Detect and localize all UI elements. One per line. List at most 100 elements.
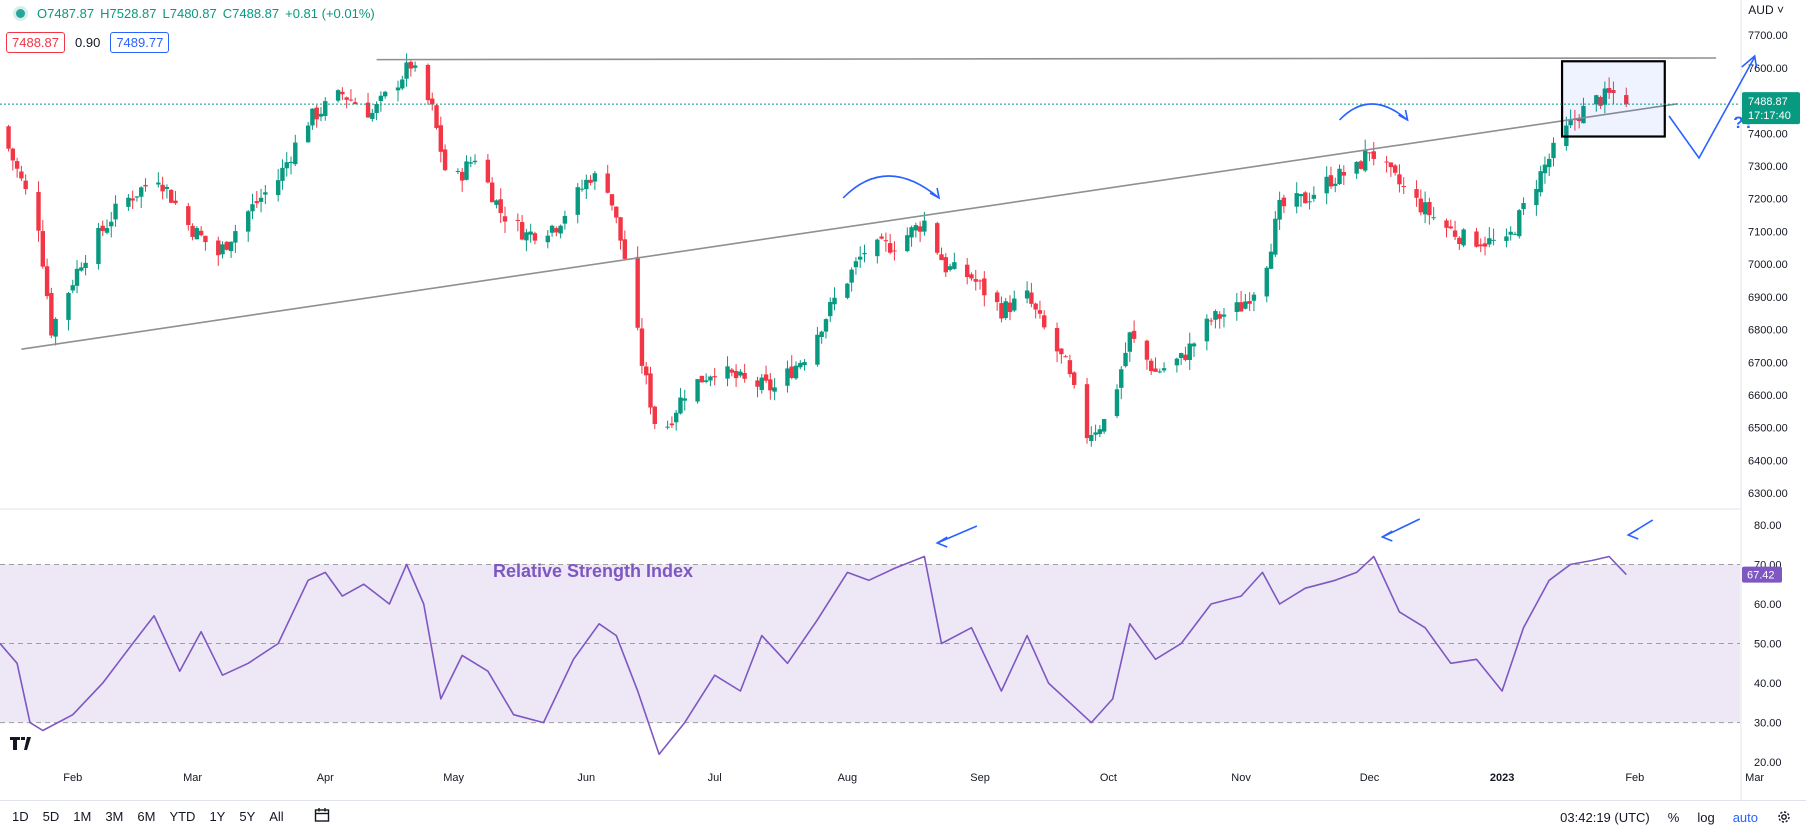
candle-body [1007,302,1013,313]
candle-body [1367,152,1372,154]
period-5d-button[interactable]: 5D [42,809,60,824]
candle-body [1238,302,1244,312]
rsi-tick-label: 60.00 [1754,599,1782,611]
candle-body [395,87,401,91]
candle-body [134,196,140,198]
candle-body [725,366,730,379]
annotation-arc-aug [842,175,940,199]
period-1y-button[interactable]: 1Y [209,809,226,824]
period-ytd-button[interactable]: YTD [169,809,196,824]
candle-body [168,189,174,203]
sell-button[interactable]: 7488.87 [6,32,65,53]
candle-body [156,182,161,185]
candle-body [66,292,71,320]
candle-body [348,99,354,101]
candle-body [36,191,41,231]
quote-box: 7488.87 0.90 7489.77 [6,32,170,53]
candle-body [862,252,867,255]
candle-body [952,262,957,269]
candle-body [164,186,170,189]
candle-body [400,79,405,89]
rsi-title: Relative Strength Index [493,561,693,581]
market-status-icon [16,9,25,18]
last-price-tag [1742,92,1800,125]
period-5y-button[interactable]: 5Y [239,809,256,824]
candle-body [318,113,324,117]
candle-body [584,179,589,190]
candle-body [1333,183,1338,186]
candle-body [293,142,298,165]
candle-body [879,236,884,239]
candle-body [999,303,1004,319]
rsi-tick-label: 40.00 [1754,678,1782,690]
candle-body [682,398,687,401]
log-scale-toggle[interactable]: log [1697,809,1715,825]
candle-body [113,203,118,220]
calendar-range-icon[interactable] [314,807,330,823]
candle-body [1517,210,1522,237]
candle-body [1337,168,1342,185]
period-1d-button[interactable]: 1D [12,809,29,824]
candle-body [190,225,195,237]
buy-button[interactable]: 7489.77 [110,32,170,53]
annotation-arc-aug-head [929,187,941,200]
candle-body [579,188,585,190]
candle-body [198,230,204,236]
price-tick-label: 7400.00 [1748,128,1788,140]
candle-body [203,235,208,243]
candle-body [673,412,679,423]
candle-body [254,201,259,204]
period-3m-button[interactable]: 3M [105,809,124,824]
candle-body [83,262,88,268]
candle-body [44,266,50,297]
candle-body [14,161,20,169]
candle-body [1418,198,1424,213]
candle-body [1534,188,1539,206]
candle-body [519,222,525,240]
candle-body [524,232,529,241]
price-tick-label: 7700.00 [1748,30,1788,42]
candle-body [1392,165,1398,173]
price-tick-label: 7300.00 [1748,161,1788,173]
candle-body [1384,161,1389,163]
candles-group [6,53,1629,447]
candle-body [340,91,345,95]
period-all-button[interactable]: All [269,809,284,824]
trendline [376,57,1717,61]
candle-body [246,211,251,232]
period-6m-button[interactable]: 6M [137,809,156,824]
candle-body [798,362,803,368]
candle-body [947,266,953,270]
candle-body [1153,368,1158,372]
candle-body [922,220,927,232]
candle-body [442,149,448,171]
candle-body [1448,226,1453,229]
candle-body [1461,229,1466,246]
price-tick-label: 6700.00 [1748,357,1788,369]
candle-body [1204,318,1210,342]
percent-scale-toggle[interactable]: % [1667,809,1680,825]
candle-body [1362,150,1368,171]
candle-body [100,225,105,232]
candle-body [1264,267,1269,297]
candle-body [1602,88,1608,105]
candle-body [143,184,148,187]
candle-body [1144,340,1150,360]
candle-body [1324,176,1329,194]
candle-body [374,103,379,114]
candle-body [1478,244,1483,247]
candle-body [70,285,75,291]
time-tick-label: Nov [1231,772,1251,784]
candle-body [1243,301,1248,309]
currency-dropdown[interactable]: AUD ˅ [1748,3,1784,17]
chart-canvas[interactable]: 7700.007600.007500.007400.007300.007200.… [0,0,1806,800]
candle-body [489,182,495,203]
auto-scale-toggle[interactable]: auto [1732,809,1758,825]
candle-body [1594,95,1599,105]
settings-gear-icon[interactable] [1776,809,1792,825]
candle-body [849,269,854,283]
utc-clock[interactable]: 03:42:19 (UTC) [1560,809,1650,825]
candle-body [459,171,465,181]
period-1m-button[interactable]: 1M [73,809,92,824]
last-price-tag-value: 7488.87 [1748,96,1788,108]
